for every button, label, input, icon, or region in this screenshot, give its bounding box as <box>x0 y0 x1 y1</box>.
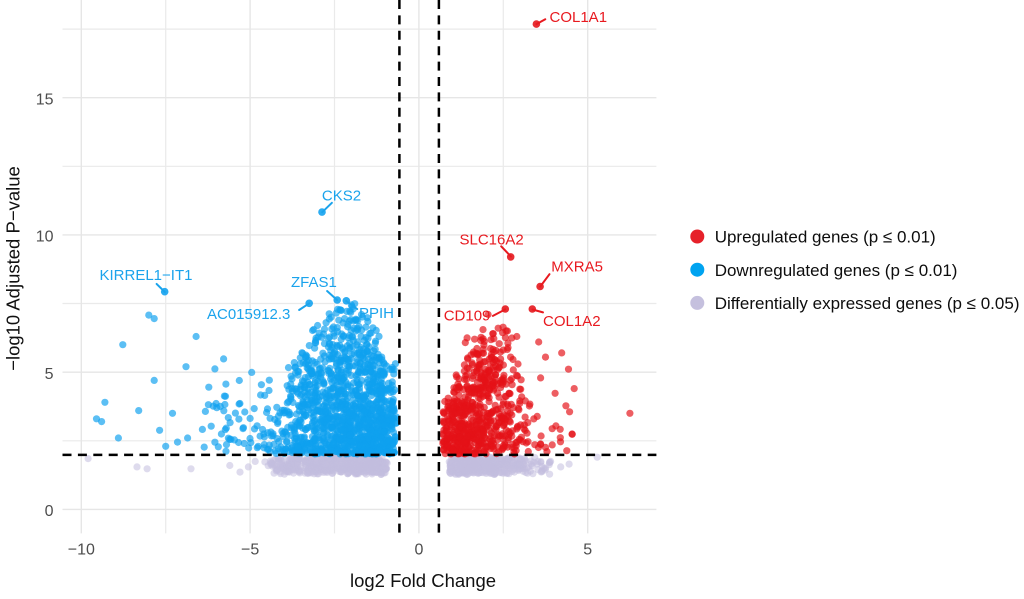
svg-text:PPIH: PPIH <box>359 305 394 322</box>
svg-text:log2 Fold Change: log2 Fold Change <box>350 570 496 591</box>
svg-text:5: 5 <box>583 541 592 558</box>
svg-text:5: 5 <box>45 366 54 383</box>
svg-text:15: 15 <box>36 92 54 109</box>
svg-text:ZFAS1: ZFAS1 <box>291 274 337 291</box>
svg-text:10: 10 <box>36 229 54 246</box>
svg-text:CKS2: CKS2 <box>322 187 361 204</box>
svg-text:CD109: CD109 <box>444 308 491 325</box>
svg-text:KIRREL1−IT1: KIRREL1−IT1 <box>100 267 193 284</box>
svg-text:0: 0 <box>45 503 54 520</box>
svg-text:Upregulated genes (p ≤ 0.01): Upregulated genes (p ≤ 0.01) <box>715 228 936 247</box>
svg-text:COL1A2: COL1A2 <box>543 313 601 330</box>
svg-text:0: 0 <box>414 541 423 558</box>
svg-text:Differentially expressed genes: Differentially expressed genes (p ≤ 0.05… <box>715 294 1020 313</box>
svg-text:−10: −10 <box>68 541 95 558</box>
svg-text:SLC16A2: SLC16A2 <box>460 232 524 249</box>
svg-text:Downregulated genes (p ≤ 0.01): Downregulated genes (p ≤ 0.01) <box>715 261 958 280</box>
svg-text:MXRA5: MXRA5 <box>551 258 603 275</box>
svg-text:AC015912.3: AC015912.3 <box>207 306 290 323</box>
svg-text:−log10 Adjusted P−value: −log10 Adjusted P−value <box>3 166 24 371</box>
svg-text:COL1A1: COL1A1 <box>550 9 608 26</box>
svg-text:−5: −5 <box>241 541 259 558</box>
